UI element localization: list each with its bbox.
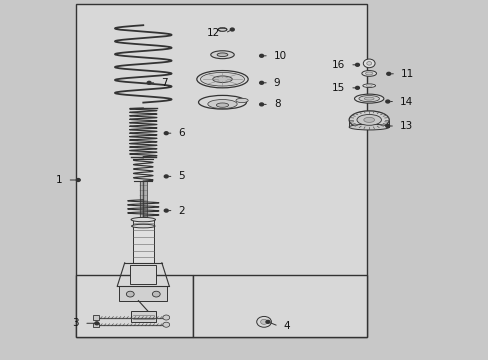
Circle shape [363, 59, 374, 68]
Text: 10: 10 [273, 51, 286, 61]
Ellipse shape [216, 103, 228, 107]
Text: 9: 9 [273, 78, 280, 88]
Text: 8: 8 [273, 99, 280, 109]
Ellipse shape [210, 51, 234, 59]
Text: 6: 6 [178, 128, 185, 138]
Ellipse shape [198, 95, 246, 109]
Ellipse shape [235, 98, 248, 103]
Text: 3: 3 [72, 318, 79, 328]
Ellipse shape [218, 28, 226, 31]
Ellipse shape [362, 84, 375, 87]
Circle shape [265, 320, 269, 323]
Circle shape [95, 322, 99, 325]
Circle shape [385, 100, 389, 103]
Ellipse shape [212, 76, 232, 82]
Ellipse shape [365, 72, 372, 75]
Ellipse shape [366, 85, 371, 87]
Circle shape [260, 319, 267, 324]
Text: 7: 7 [161, 78, 168, 88]
Ellipse shape [207, 100, 237, 109]
Text: 15: 15 [331, 83, 345, 93]
Ellipse shape [131, 224, 155, 228]
FancyBboxPatch shape [193, 275, 366, 337]
Circle shape [355, 86, 359, 89]
Text: 4: 4 [283, 321, 290, 331]
FancyBboxPatch shape [131, 311, 155, 322]
Ellipse shape [196, 71, 247, 88]
Circle shape [164, 132, 168, 135]
Ellipse shape [200, 72, 244, 86]
Circle shape [164, 175, 168, 178]
Text: 13: 13 [399, 121, 412, 131]
Circle shape [147, 81, 151, 84]
Ellipse shape [364, 97, 373, 100]
Circle shape [366, 62, 371, 65]
FancyBboxPatch shape [132, 220, 154, 263]
Circle shape [126, 291, 134, 297]
FancyBboxPatch shape [93, 323, 99, 327]
Ellipse shape [348, 111, 388, 129]
Circle shape [152, 291, 160, 297]
Text: 14: 14 [399, 96, 412, 107]
Circle shape [259, 54, 263, 57]
Circle shape [385, 125, 389, 127]
FancyBboxPatch shape [76, 275, 193, 337]
Circle shape [259, 81, 263, 84]
FancyBboxPatch shape [119, 286, 167, 301]
Ellipse shape [348, 124, 388, 130]
Circle shape [355, 63, 359, 66]
Circle shape [230, 28, 234, 31]
Ellipse shape [354, 94, 383, 103]
Text: 2: 2 [178, 206, 185, 216]
Ellipse shape [363, 117, 374, 122]
Circle shape [386, 72, 390, 75]
Text: 5: 5 [178, 171, 185, 181]
Circle shape [76, 179, 80, 181]
Circle shape [163, 315, 169, 320]
FancyBboxPatch shape [76, 4, 366, 337]
FancyBboxPatch shape [130, 265, 156, 284]
Text: 11: 11 [400, 69, 413, 79]
Circle shape [164, 209, 168, 212]
Text: 1: 1 [56, 175, 62, 185]
Text: 16: 16 [331, 60, 345, 70]
Circle shape [256, 316, 271, 327]
Ellipse shape [361, 71, 376, 76]
Ellipse shape [356, 114, 381, 125]
Ellipse shape [131, 217, 155, 222]
FancyBboxPatch shape [93, 315, 99, 320]
Circle shape [163, 322, 169, 327]
Ellipse shape [358, 96, 379, 102]
Circle shape [259, 103, 263, 106]
Ellipse shape [217, 53, 227, 57]
Text: 12: 12 [206, 28, 220, 38]
